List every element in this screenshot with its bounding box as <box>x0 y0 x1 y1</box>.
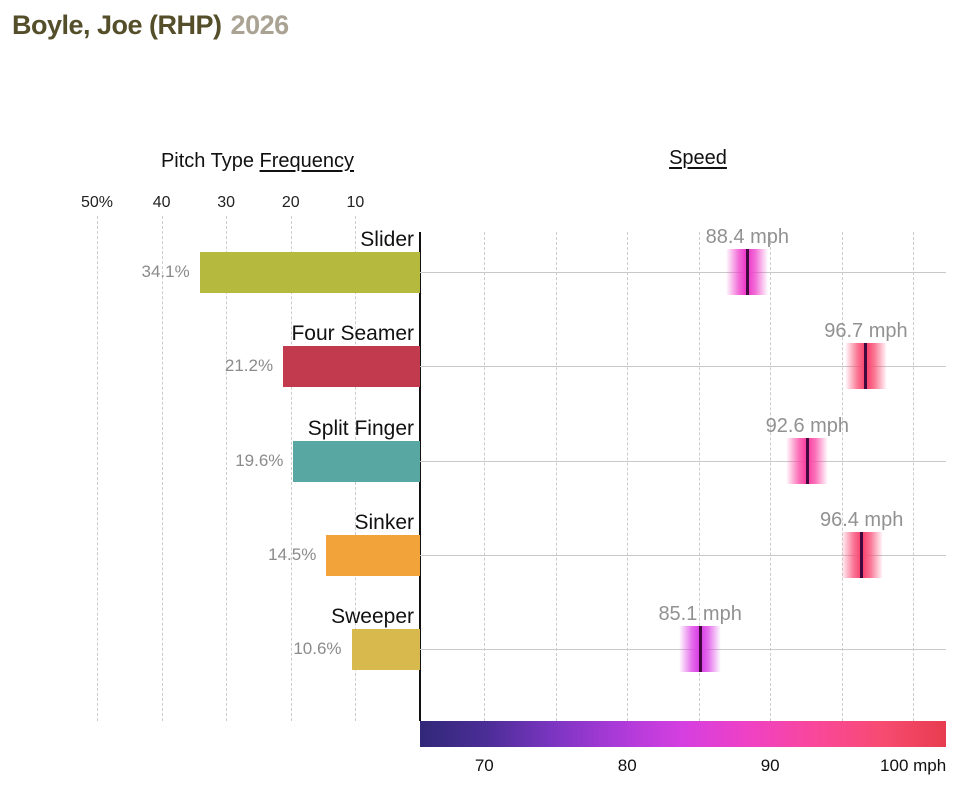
speed-gridline <box>484 232 486 721</box>
pitch-type-label: Split Finger <box>307 417 414 440</box>
frequency-panel-title: Pitch Type Frequency <box>110 150 405 173</box>
frequency-value-label: 21.2% <box>224 356 274 375</box>
speed-value-label: 92.6 mph <box>765 415 850 437</box>
frequency-tick-label: 30 <box>217 194 236 211</box>
pitch-type-label: Sweeper <box>331 605 414 628</box>
frequency-gridline <box>290 216 292 721</box>
frequency-bar <box>283 346 420 387</box>
frequency-tick-label: 10 <box>346 194 365 211</box>
speed-gridline <box>913 232 915 721</box>
speed-colorbar <box>420 721 946 747</box>
season-label: 2026 <box>230 10 290 40</box>
speed-gridline <box>627 232 629 721</box>
frequency-gridline <box>161 216 163 721</box>
pitch-type-label: Sinker <box>354 511 414 534</box>
pitch-type-label: Four Seamer <box>291 322 414 345</box>
pitch-type-label: Slider <box>360 228 414 251</box>
speed-value-label: 96.4 mph <box>819 509 904 531</box>
row-line <box>420 366 946 367</box>
frequency-tick-label: 50% <box>80 194 114 211</box>
frequency-title-underlined: Frequency <box>259 150 355 172</box>
speed-gridline <box>555 232 557 721</box>
frequency-value-label: 14.5% <box>268 545 317 564</box>
speed-tick-label: 80 <box>617 756 637 775</box>
player-season-header: Boyle, Joe (RHP) 2026 <box>12 10 289 41</box>
frequency-value-label: 34.1% <box>141 262 190 281</box>
speed-tick-label: 100 mph <box>880 756 947 775</box>
speed-value-label: 85.1 mph <box>658 603 742 625</box>
speed-marker-line <box>860 532 864 578</box>
frequency-tick-label: 20 <box>281 194 300 211</box>
frequency-bar <box>351 629 420 670</box>
frequency-bar <box>199 252 420 293</box>
speed-gridline <box>841 232 843 721</box>
frequency-tick-label: 40 <box>152 194 171 211</box>
frequency-gridline <box>226 216 228 721</box>
frequency-value-label: 19.6% <box>235 451 284 470</box>
frequency-gridline <box>97 216 98 721</box>
speed-tick-label: 90 <box>760 756 780 775</box>
speed-value-label: 96.7 mph <box>824 320 908 342</box>
frequency-bar <box>293 441 420 482</box>
row-line <box>420 461 946 462</box>
speed-value-label: 88.4 mph <box>705 226 789 248</box>
speed-marker-line <box>864 343 868 389</box>
frequency-title-prefix: Pitch Type <box>160 150 260 172</box>
row-line <box>420 555 946 556</box>
speed-marker-line <box>698 626 702 672</box>
row-line <box>420 272 946 273</box>
page-title: Boyle, Joe (RHP) <box>12 10 222 40</box>
frequency-value-label: 10.6% <box>293 639 342 658</box>
speed-gridline <box>698 232 700 721</box>
speed-panel-title: Speed <box>669 147 727 169</box>
speed-marker-line <box>805 438 809 484</box>
speed-tick-label: 70 <box>474 756 494 775</box>
frequency-bar <box>326 535 420 576</box>
speed-gridline <box>770 232 772 721</box>
frequency-axis-line <box>419 232 421 721</box>
speed-marker-line <box>745 249 749 295</box>
